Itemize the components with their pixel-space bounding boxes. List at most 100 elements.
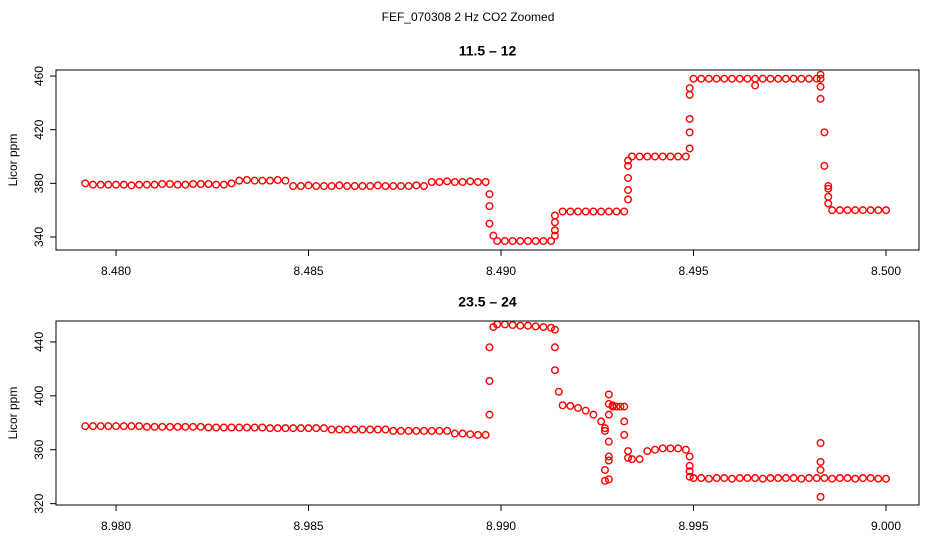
point [420,182,429,191]
point [373,181,382,190]
point [473,177,482,186]
point [266,424,275,433]
point [812,474,821,483]
point [604,456,613,465]
point [219,180,228,189]
point [500,320,509,329]
point [681,445,690,454]
x-tick-label: 8.480 [101,264,131,278]
point [88,180,97,189]
point [212,180,221,189]
x-tick-label: 8.490 [486,264,516,278]
point [758,74,767,83]
point [112,422,121,431]
point [685,128,694,137]
point [485,202,494,211]
point [858,474,867,483]
y-axis-label: Licor ppm [6,387,20,440]
point [500,237,509,246]
point [466,177,475,186]
point [250,176,259,185]
point [165,422,174,431]
point [658,152,667,161]
point [774,74,783,83]
point [816,457,825,466]
point [612,402,621,411]
point [751,81,760,90]
point [304,181,313,190]
point [427,426,436,435]
point [597,417,606,426]
point [135,180,144,189]
point [816,74,825,83]
point [581,207,590,216]
point [685,461,694,470]
plot-frame [55,69,920,251]
point [820,474,829,483]
y-tick-label: 380 [32,173,46,193]
point [550,211,559,220]
point [643,152,652,161]
point [150,180,159,189]
point [127,181,136,190]
point [728,74,737,83]
point [851,474,860,483]
point [843,474,852,483]
point [358,425,367,434]
point [685,472,694,481]
point [824,199,833,208]
point [828,206,837,215]
x-tick-label: 8.495 [679,264,709,278]
point [485,343,494,352]
point [712,74,721,83]
point [366,425,375,434]
point [366,182,375,191]
point [142,422,151,431]
point [531,237,540,246]
point [443,177,452,186]
point [620,430,629,439]
point [766,474,775,483]
point [173,422,182,431]
point [728,474,737,483]
point [127,422,136,431]
point [181,422,190,431]
point [624,453,633,462]
point [674,444,683,453]
point [539,237,548,246]
y-tick-label: 440 [32,332,46,352]
point [685,84,694,93]
point [335,425,344,434]
point [173,180,182,189]
point [608,402,617,411]
panel-title: 11.5 – 12 [459,43,517,59]
point [165,180,174,189]
point [866,206,875,215]
point [600,476,609,485]
point [523,237,532,246]
point [743,474,752,483]
point [327,182,336,191]
point [589,207,598,216]
point [458,177,467,186]
point [343,425,352,434]
point [651,445,660,454]
point [612,207,621,216]
point [389,426,398,435]
point [485,219,494,228]
point [550,231,559,240]
point [604,410,613,419]
point [181,180,190,189]
point [289,424,298,433]
point [643,447,652,456]
point [627,455,636,464]
point [135,422,144,431]
point [516,321,525,330]
point [343,182,352,191]
point [96,422,105,431]
point [196,180,205,189]
point [189,422,198,431]
point [624,186,633,195]
point [720,474,729,483]
point [531,322,540,331]
